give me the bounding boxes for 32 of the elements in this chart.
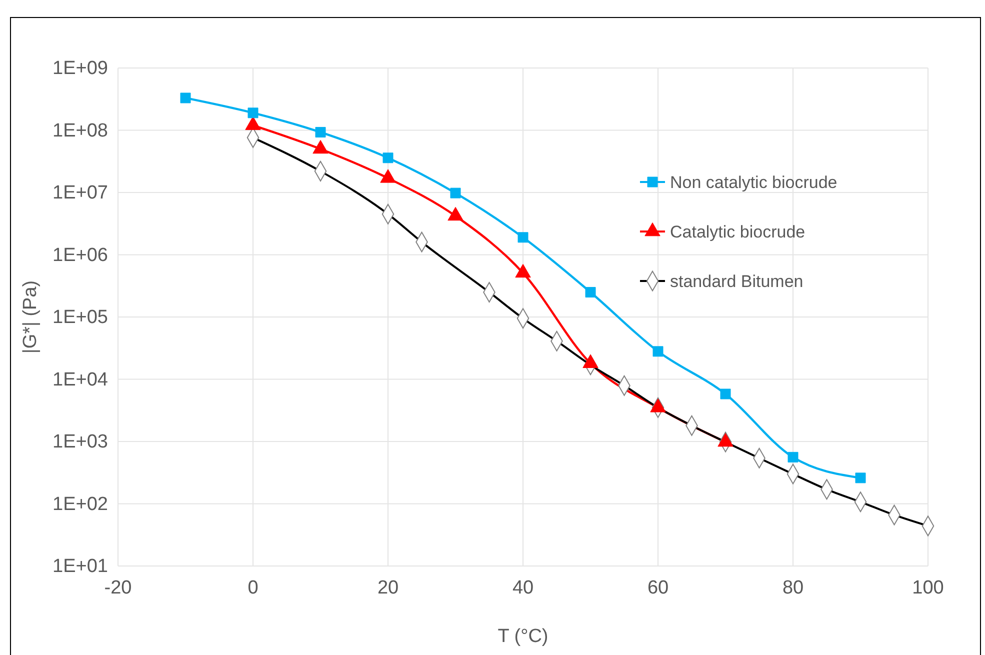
point [585,286,596,298]
y-tick-label: 1E+03 [52,432,108,453]
point [788,452,798,462]
y-tick-label: 1E+01 [52,556,108,578]
legend-label: standard Bitumen [670,272,804,291]
y-tick-label: 1E+04 [52,369,108,390]
legend-label: Non catalytic biocrude [670,173,838,192]
x-tick-label: 20 [377,577,399,598]
point [855,472,866,484]
point [180,92,191,104]
point [248,108,258,118]
point [652,346,664,357]
x-tick-label: -20 [104,577,132,598]
x-tick-label: 0 [248,577,258,598]
point [720,388,731,400]
y-axis-title: |G*| (Pa) [20,280,41,354]
y-tick-label: 1E+02 [52,494,108,515]
point [382,152,394,164]
x-tick-label: 60 [647,577,669,598]
x-tick-label: 100 [912,577,944,598]
x-tick-label: 80 [782,577,804,598]
legend-label: Catalytic biocrude [670,222,806,242]
x-axis-title: T (°C) [498,626,548,647]
point [315,126,326,138]
point [518,232,528,243]
y-tick-label: 1E+07 [52,182,108,204]
y-tick-label: 1E+05 [52,307,108,328]
y-tick-label: 1E+06 [52,244,108,266]
x-tick-label: 40 [512,577,534,598]
y-tick-label: 1E+09 [52,58,108,80]
point [450,188,461,198]
y-tick-label: 1E+08 [52,120,108,142]
